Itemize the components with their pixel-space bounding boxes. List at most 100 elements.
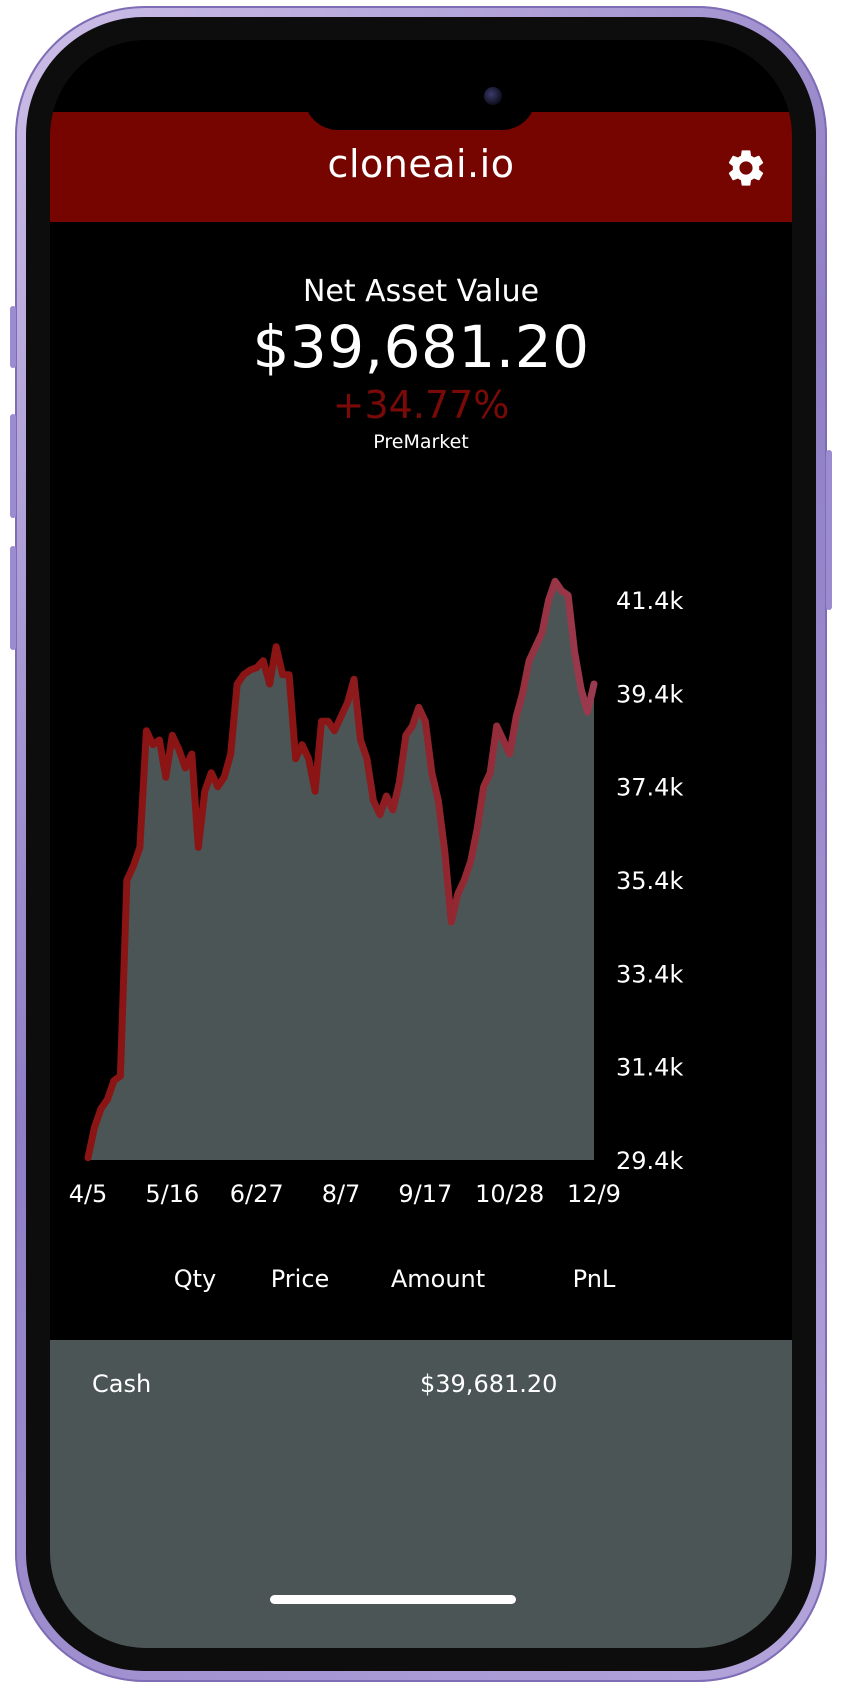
x-tick-label: 8/7	[322, 1180, 361, 1208]
data-point	[235, 682, 239, 686]
series-line	[84, 577, 598, 1162]
data-point	[203, 789, 207, 793]
net-asset-change: +34.77%	[332, 383, 510, 427]
data-point	[320, 719, 324, 723]
x-tick-label: 12/9	[567, 1180, 621, 1208]
data-point	[579, 687, 583, 691]
column-header-qty: Qty	[173, 1265, 217, 1293]
x-tick-label: 4/5	[69, 1180, 108, 1208]
data-point	[469, 859, 473, 863]
data-point	[190, 752, 194, 756]
data-point	[404, 733, 408, 737]
data-point	[592, 682, 596, 686]
data-point	[333, 729, 337, 733]
data-point	[391, 808, 395, 812]
data-point	[177, 747, 181, 751]
y-tick-label: 33.4k	[616, 960, 683, 988]
data-point	[482, 785, 486, 789]
data-point	[352, 677, 356, 681]
data-point	[170, 733, 174, 737]
data-point	[125, 878, 129, 882]
data-point	[99, 1107, 103, 1111]
data-point	[313, 789, 317, 793]
data-point	[86, 1156, 90, 1160]
x-tick-label: 10/28	[475, 1180, 544, 1208]
data-point	[410, 724, 414, 728]
data-point	[436, 799, 440, 803]
net-asset-value: $39,681.20	[252, 313, 590, 381]
dynamic-island	[304, 62, 536, 130]
data-point	[242, 673, 246, 677]
data-point	[138, 845, 142, 849]
data-point	[196, 845, 200, 849]
column-header-pnl: PnL	[572, 1265, 616, 1293]
holding-amount: $39,681.20	[420, 1370, 558, 1398]
data-point	[274, 645, 278, 649]
data-point	[430, 771, 434, 775]
data-point	[508, 752, 512, 756]
data-point	[534, 645, 538, 649]
y-tick-label: 41.4k	[616, 587, 683, 615]
settings-button[interactable]	[724, 146, 768, 190]
x-tick-label: 6/27	[230, 1180, 284, 1208]
column-header-amount: Amount	[390, 1265, 486, 1293]
data-point	[547, 598, 551, 602]
market-session-label: PreMarket	[373, 431, 469, 453]
net-asset-summary: Net Asset Value $39,681.20 +34.77% PreMa…	[50, 260, 792, 453]
data-point	[378, 813, 382, 817]
data-point	[586, 710, 590, 714]
data-point	[560, 589, 564, 593]
gear-icon	[728, 150, 764, 186]
x-tick-label: 5/16	[145, 1180, 199, 1208]
data-point	[112, 1079, 116, 1083]
data-point	[365, 757, 369, 761]
net-asset-chart[interactable]: 41.4k 39.4k 37.4k 35.4k 33.4k 31.4k 29.4k 4/5 5/…	[50, 510, 792, 1310]
data-point	[183, 766, 187, 770]
app-header: cloneai.io	[50, 112, 792, 222]
data-point	[462, 878, 466, 882]
data-point	[449, 920, 453, 924]
data-point	[339, 715, 343, 719]
data-point	[553, 579, 557, 583]
data-point	[488, 771, 492, 775]
data-point	[527, 659, 531, 663]
data-point	[93, 1125, 97, 1129]
data-point	[371, 799, 375, 803]
data-point	[423, 719, 427, 723]
data-point	[443, 850, 447, 854]
data-point	[307, 757, 311, 761]
data-point	[209, 771, 213, 775]
data-point	[501, 738, 505, 742]
data-point	[287, 673, 291, 677]
data-point	[566, 593, 570, 597]
action-button	[10, 306, 16, 368]
data-point	[495, 724, 499, 728]
y-tick-label: 37.4k	[616, 774, 683, 802]
y-tick-label: 35.4k	[616, 867, 683, 895]
data-point	[359, 738, 363, 742]
chart-area-fill	[88, 581, 594, 1160]
data-point	[521, 691, 525, 695]
data-point	[281, 673, 285, 677]
data-point	[144, 729, 148, 733]
data-point	[384, 794, 388, 798]
data-point	[229, 752, 233, 756]
y-tick-label: 29.4k	[616, 1147, 683, 1175]
y-tick-label: 39.4k	[616, 680, 683, 708]
x-tick-label: 9/17	[398, 1180, 452, 1208]
data-point	[300, 743, 304, 747]
data-point	[346, 701, 350, 705]
data-point	[397, 780, 401, 784]
data-point	[475, 827, 479, 831]
data-point	[216, 785, 220, 789]
data-point	[118, 1074, 122, 1078]
app-screen: cloneai.io Net Asset Value $39,681.20 +3…	[50, 40, 792, 1648]
data-point	[248, 668, 252, 672]
home-indicator[interactable]	[270, 1595, 516, 1604]
data-point	[151, 743, 155, 747]
data-point	[131, 864, 135, 868]
data-point	[417, 705, 421, 709]
data-point	[294, 757, 298, 761]
y-tick-label: 31.4k	[616, 1054, 683, 1082]
app-title: cloneai.io	[327, 142, 515, 186]
